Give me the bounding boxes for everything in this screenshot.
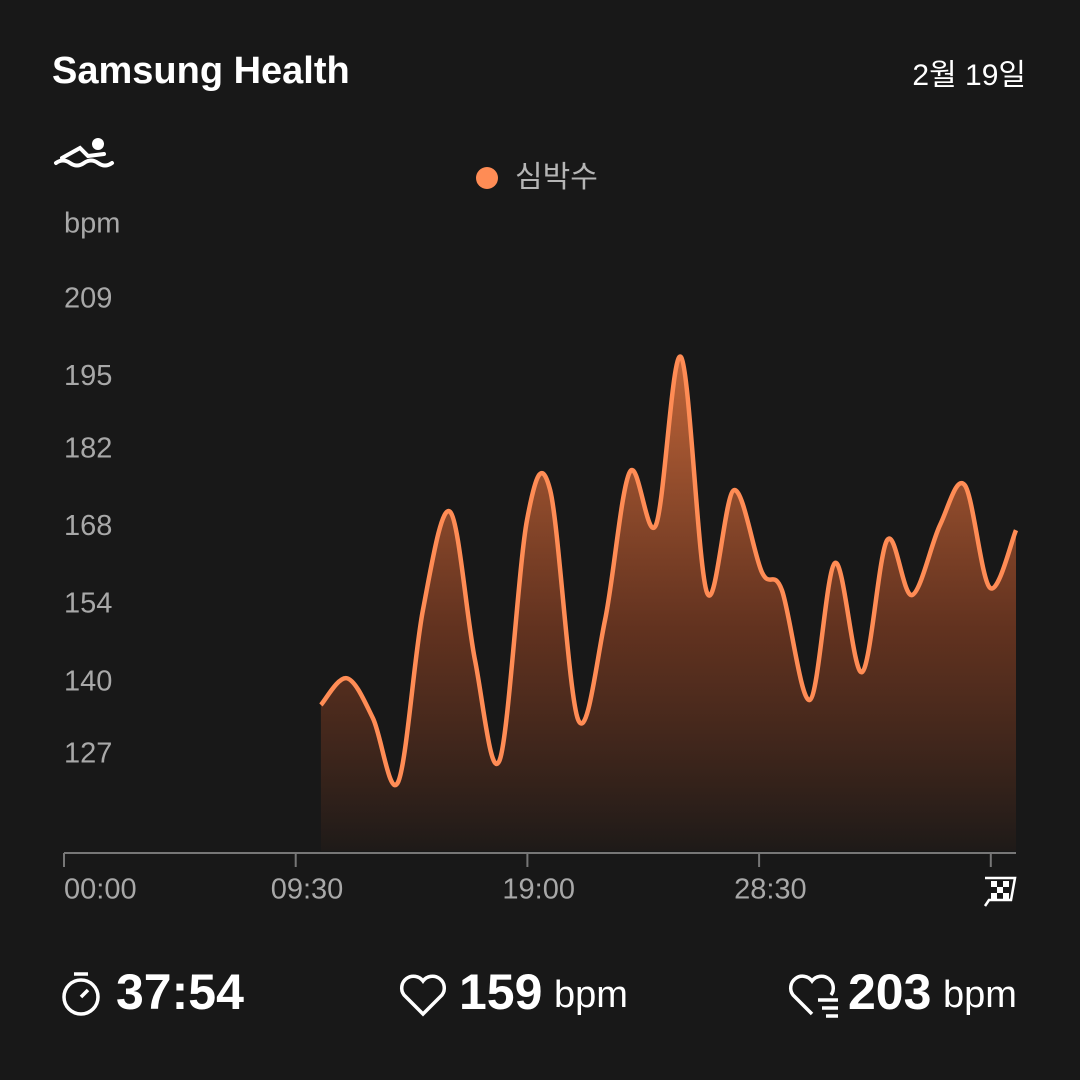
average-heart-rate: 159 xyxy=(459,964,542,1020)
timer-icon xyxy=(62,972,100,1016)
x-tick-label: 28:30 xyxy=(734,874,807,906)
max-heart-rate: 203 xyxy=(848,964,931,1020)
date: 2월 19일 xyxy=(912,59,1026,92)
legend-swatch xyxy=(476,167,498,189)
y-tick-label: 168 xyxy=(64,510,112,542)
line xyxy=(319,354,1019,788)
swim-icon xyxy=(54,138,114,168)
unit: bpm xyxy=(554,974,628,1016)
finish-flag-icon xyxy=(983,876,1017,907)
legend-label: 심박수 xyxy=(515,161,598,194)
y-tick-label: 209 xyxy=(64,283,112,315)
area xyxy=(320,356,1016,851)
app-title: Samsung Health xyxy=(52,50,350,92)
y-tick-label: 127 xyxy=(64,737,112,769)
y-axis-label: bpm xyxy=(64,208,120,240)
y-tick-label: 140 xyxy=(64,665,112,697)
max-heart-icon xyxy=(788,974,838,1018)
x-tick-label: 00:00 xyxy=(64,874,137,906)
heart-icon xyxy=(399,974,447,1017)
duration: 37:54 xyxy=(116,964,244,1020)
x-tick-label: 19:00 xyxy=(502,874,575,906)
y-tick-label: 182 xyxy=(64,432,112,464)
unit: bpm xyxy=(943,974,1017,1016)
y-tick-label: 154 xyxy=(64,588,112,620)
y-tick-label: 195 xyxy=(64,360,112,392)
x-tick-label: 09:30 xyxy=(271,874,344,906)
